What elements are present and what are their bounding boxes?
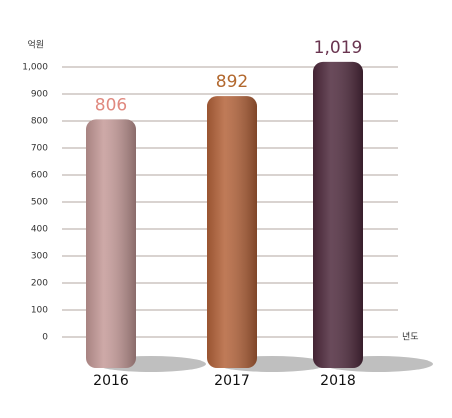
x-tick-label: 2018: [320, 373, 356, 389]
value-label: 1,019: [314, 38, 363, 58]
value-label: 806: [95, 95, 127, 115]
y-tick-label: 100: [31, 306, 48, 316]
bar-shade: [207, 96, 257, 368]
bar-shade: [313, 61, 363, 369]
x-axis-label: 년도: [402, 332, 419, 343]
y-axis-label: 억원: [27, 39, 44, 51]
y-tick-label: 900: [31, 90, 48, 100]
value-label: 892: [216, 72, 248, 92]
x-tick-label: 2017: [214, 373, 250, 389]
x-tick-label: 2016: [93, 373, 129, 389]
bar-shade: [86, 119, 136, 368]
y-tick-label: 0: [42, 333, 48, 343]
y-tick-label: 800: [31, 117, 48, 127]
y-tick-label: 700: [31, 144, 48, 154]
y-tick-label: 400: [31, 225, 48, 235]
y-tick-label: 1,000: [22, 63, 48, 73]
y-tick-label: 200: [31, 279, 48, 289]
y-tick-label: 500: [31, 198, 48, 208]
y-tick-label: 300: [31, 252, 48, 262]
y-tick-label: 600: [31, 171, 48, 181]
